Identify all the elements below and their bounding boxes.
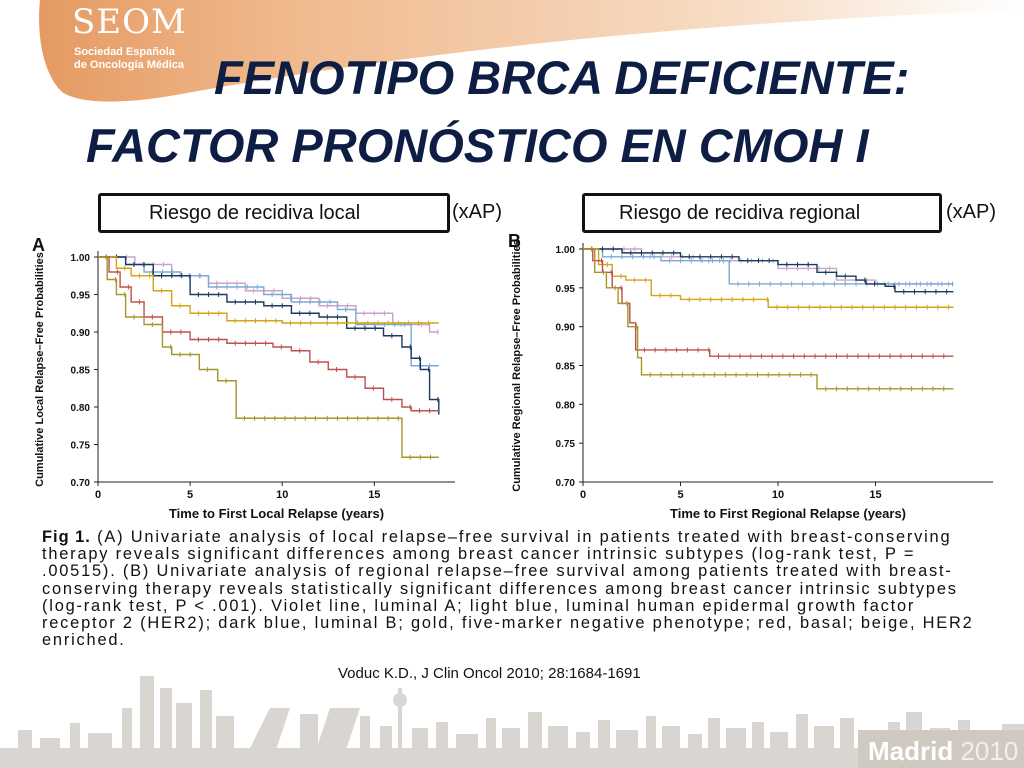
figure-label: Fig 1. xyxy=(42,528,91,546)
censor-marks-HER2-enriched xyxy=(105,254,431,460)
series-line-basal xyxy=(583,248,954,357)
series-line-luminal-B xyxy=(583,248,954,293)
x-tick-label: 10 xyxy=(276,489,288,501)
censor-marks-five-marker-negative xyxy=(105,254,430,326)
y-tick-label: 0.90 xyxy=(71,328,91,339)
figure-caption: Fig 1. (A) Univariate analysis of local … xyxy=(42,528,982,650)
legend-local-suffix: (xAP) xyxy=(452,201,502,223)
citation: Voduc K.D., J Clin Oncol 2010; 28:1684-1… xyxy=(338,665,641,682)
series-line-HER2-enriched xyxy=(98,256,439,458)
censor-marks-basal xyxy=(591,246,945,359)
footer-city: Madrid 2010 xyxy=(868,736,1018,767)
chart-local-relapse: 1.00 0.95 0.90 0.85 0.80 0.75 0.70 0 5 10 15 Time t… xyxy=(34,251,455,521)
x-tick-label: 0 xyxy=(580,489,586,501)
x-tick-label: 15 xyxy=(869,489,881,501)
censor-marks-HER2-enriched xyxy=(591,246,945,392)
y-axis-label: Cumulative Local Relapse–Free Probabilit… xyxy=(34,252,46,487)
y-tick-label: 0.75 xyxy=(556,439,576,450)
series-line-HER2 xyxy=(583,248,954,285)
legend-box-local-label: Riesgo de recidiva local xyxy=(149,202,361,224)
series-line-five-marker-negative xyxy=(98,256,439,324)
y-tick-label: 0.95 xyxy=(556,284,576,295)
y-tick-label: 0.70 xyxy=(71,478,91,489)
y-tick-label: 0.85 xyxy=(556,362,576,373)
censor-marks-HER2 xyxy=(591,246,954,287)
legend-box-local: Riesgo de recidiva local xyxy=(98,193,450,233)
footer-year: 2010 xyxy=(960,736,1019,766)
logo-title: SEOM xyxy=(72,2,187,42)
series-line-basal xyxy=(98,256,439,412)
y-tick-label: 0.80 xyxy=(556,400,576,411)
series-line-luminal-B xyxy=(98,256,440,415)
header-banner xyxy=(39,0,1024,102)
footer-city-name: Madrid xyxy=(868,736,954,766)
series-line-five-marker-negative xyxy=(583,248,954,308)
x-tick-label: 15 xyxy=(368,489,380,501)
y-tick-label: 0.90 xyxy=(556,323,576,334)
y-tick-label: 1.00 xyxy=(556,245,576,256)
y-tick-label: 0.75 xyxy=(71,441,91,452)
legend-regional-suffix: (xAP) xyxy=(946,201,996,223)
x-tick-label: 0 xyxy=(95,489,101,501)
logo-line-1: Sociedad Española xyxy=(74,46,175,58)
series-line-luminal-A xyxy=(583,248,954,285)
x-axis-label: Time to First Regional Relapse (years) xyxy=(670,506,906,521)
y-tick-label: 0.70 xyxy=(556,478,576,489)
panel-label-a: A xyxy=(32,235,45,255)
legend-box-regional: Riesgo de recidiva regional xyxy=(582,193,942,233)
censor-marks-luminal-B xyxy=(591,246,948,295)
censor-marks-five-marker-negative xyxy=(591,246,950,310)
y-tick-label: 0.95 xyxy=(71,291,91,302)
censor-marks-luminal-B xyxy=(105,254,439,402)
y-tick-label: 1.00 xyxy=(71,253,91,264)
legend-box-regional-label: Riesgo de recidiva regional xyxy=(619,202,861,224)
chart-regional-relapse: 1.00 0.95 0.90 0.85 0.80 0.75 0.70 0 5 10 15 Time t… xyxy=(511,239,993,521)
y-tick-label: 0.80 xyxy=(71,403,91,414)
y-tick-label: 0.85 xyxy=(71,366,91,377)
x-tick-label: 5 xyxy=(677,489,683,501)
skyline-decoration xyxy=(0,676,1024,768)
banner-shape xyxy=(39,0,1024,102)
x-tick-label: 5 xyxy=(187,489,193,501)
panel-label-b: B xyxy=(508,231,521,251)
page-title-line-1: FENOTIPO BRCA DEFICIENTE: xyxy=(214,51,910,104)
y-axis-label: Cumulative Regional Relapse–Free Probabi… xyxy=(511,239,523,491)
series-line-HER2-enriched xyxy=(583,248,954,390)
x-tick-label: 10 xyxy=(772,489,784,501)
page-title-line-2: FACTOR PRONÓSTICO EN CMOH I xyxy=(86,119,869,172)
figure-caption-text: (A) Univariate analysis of local relapse… xyxy=(42,528,974,650)
censor-marks-basal xyxy=(105,254,431,414)
logo-line-2: de Oncología Médica xyxy=(74,59,185,71)
x-axis-label: Time to First Local Relapse (years) xyxy=(169,506,384,521)
